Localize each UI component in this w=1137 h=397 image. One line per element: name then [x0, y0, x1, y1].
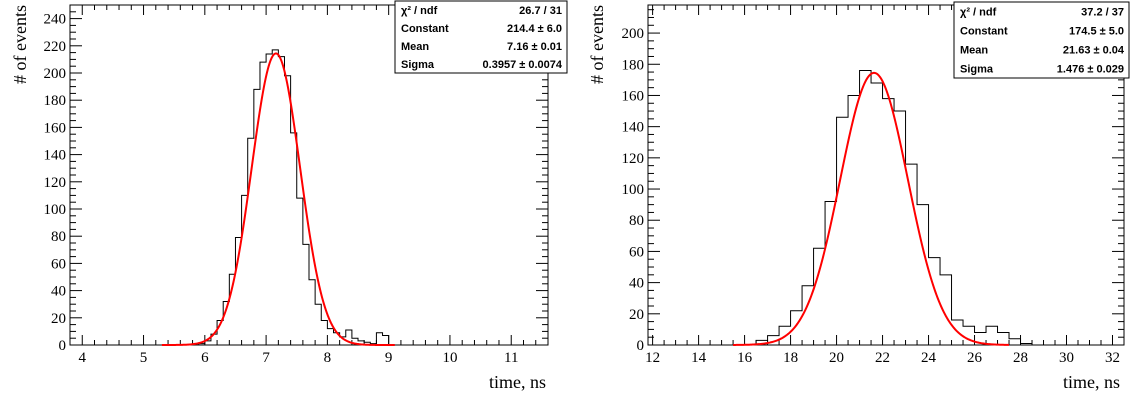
- x-tick-label: 24: [921, 350, 937, 366]
- y-tick-label: 40: [629, 276, 644, 292]
- histogram-bin: [309, 280, 315, 345]
- stats-label: Sigma: [960, 64, 994, 76]
- histogram-panel-2: 12 14 16 18 20 22 24 26 28 30 32 0 20 40 60 80 100 120 140…: [587, 1, 1130, 392]
- y-tick-label: 180: [622, 57, 645, 73]
- y-tick-label: 60: [51, 256, 66, 272]
- stats-value: 7.16 ± 0.01: [507, 41, 562, 53]
- histogram-bin: [883, 99, 894, 345]
- histogram-outline: [198, 49, 390, 345]
- histogram-bin: [917, 205, 928, 345]
- histogram-bin: [963, 326, 974, 345]
- y-tick-label: 200: [44, 66, 67, 82]
- y-tick-label: 80: [51, 229, 66, 245]
- histogram-bin: [297, 198, 303, 345]
- x-tick-label: 14: [691, 350, 707, 366]
- y-axis-title: # of events: [587, 5, 607, 84]
- histogram-bin: [860, 71, 871, 345]
- stats-label: Mean: [960, 45, 988, 57]
- stats-value: 37.2 / 37: [1081, 7, 1124, 19]
- histogram-bin: [284, 76, 290, 345]
- stats-label: χ² / ndf: [960, 7, 997, 19]
- y-tick-label: 200: [622, 26, 645, 42]
- x-tick-label: 22: [875, 350, 890, 366]
- x-tick-label: 30: [1059, 350, 1074, 366]
- stats-label: Constant: [401, 23, 449, 35]
- histogram-bin: [376, 333, 382, 345]
- histogram-bin: [266, 54, 272, 345]
- histogram-panel-1: 4 5 6 7 8 9 10 11 0 20 40 60 80 100 120 140 160 180 200 220…: [10, 0, 568, 392]
- y-tick-label: 100: [44, 202, 67, 218]
- y-tick-label: 140: [44, 148, 67, 164]
- x-tick-label: 10: [442, 350, 457, 366]
- y-tick-label: 140: [622, 120, 645, 136]
- stats-box: χ² / ndf 26.7 / 31 Constant 214.4 ± 6.0 Mean…: [394, 0, 568, 74]
- x-tick-label: 28: [1013, 350, 1028, 366]
- y-tick-label: 120: [44, 175, 67, 191]
- histogram-bin: [321, 321, 327, 345]
- histogram-outline: [755, 70, 1033, 345]
- x-axis-title: time, ns: [1063, 372, 1120, 392]
- stats-value: 214.4 ± 6.0: [507, 23, 562, 35]
- y-tick-label: 60: [629, 244, 644, 260]
- y-tick-label: 160: [622, 88, 645, 104]
- histogram-bin: [871, 83, 882, 345]
- gaussian-fit-curve: [161, 52, 395, 346]
- histogram-bin: [315, 304, 321, 345]
- y-tick-label: 120: [622, 151, 645, 167]
- x-tick-label: 4: [79, 350, 87, 366]
- stats-label: Sigma: [401, 59, 435, 71]
- stats-value: 174.5 ± 5.0: [1069, 26, 1124, 38]
- stats-value: 0.3957 ± 0.0074: [483, 59, 563, 71]
- stats-label: Constant: [960, 26, 1008, 38]
- y-tick-label: 80: [629, 213, 644, 229]
- histogram-bin: [791, 311, 802, 345]
- histogram-bin: [291, 133, 297, 345]
- histogram-bin: [986, 326, 997, 345]
- histogram-bin: [1009, 339, 1020, 345]
- x-tick-label: 16: [737, 350, 753, 366]
- x-tick-label: 8: [324, 350, 332, 366]
- y-tick-label: 160: [44, 120, 67, 136]
- x-tick-label: 11: [504, 350, 518, 366]
- x-tick-label: 18: [783, 350, 798, 366]
- histogram-bin: [814, 248, 825, 345]
- y-tick-label: 20: [51, 311, 66, 327]
- gaussian-fit-curve: [733, 71, 1010, 346]
- stats-value: 26.7 / 31: [519, 5, 562, 17]
- stats-label: χ² / ndf: [401, 5, 438, 17]
- histogram-bin: [383, 335, 389, 345]
- histogram-bin: [894, 111, 905, 345]
- x-tick-label: 9: [385, 350, 393, 366]
- y-tick-label: 0: [59, 338, 67, 354]
- plot-frame: [647, 4, 1125, 346]
- stats-box-frame: [953, 1, 1130, 79]
- x-tick-label: 12: [645, 350, 660, 366]
- stats-box: χ² / ndf 37.2 / 37 Constant 174.5 ± 5.0 Mean…: [953, 1, 1130, 79]
- histogram-bin: [272, 50, 278, 345]
- stats-label: Mean: [401, 41, 429, 53]
- histogram-bin: [278, 57, 284, 345]
- stats-value: 21.63 ± 0.04: [1063, 45, 1125, 57]
- histogram-bin: [998, 333, 1009, 345]
- y-tick-label: 40: [51, 284, 66, 300]
- histogram-bin: [303, 244, 309, 345]
- x-tick-label: 7: [262, 350, 270, 366]
- x-tick-label: 6: [201, 350, 209, 366]
- stats-value: 1.476 ± 0.029: [1057, 64, 1124, 76]
- y-tick-label: 240: [44, 12, 67, 28]
- x-tick-label: 20: [829, 350, 844, 366]
- stats-box-frame: [394, 0, 568, 74]
- y-tick-label: 0: [637, 338, 645, 354]
- histogram-bin: [327, 329, 333, 345]
- y-tick-label: 180: [44, 93, 67, 109]
- y-axis-title: # of events: [10, 5, 30, 84]
- x-axis-title: time, ns: [489, 372, 546, 392]
- x-tick-label: 32: [1105, 350, 1120, 366]
- y-tick-label: 220: [44, 39, 67, 55]
- x-tick-label: 26: [967, 350, 983, 366]
- y-tick-label: 20: [629, 307, 644, 323]
- y-tick-label: 100: [622, 182, 645, 198]
- x-tick-label: 5: [140, 350, 148, 366]
